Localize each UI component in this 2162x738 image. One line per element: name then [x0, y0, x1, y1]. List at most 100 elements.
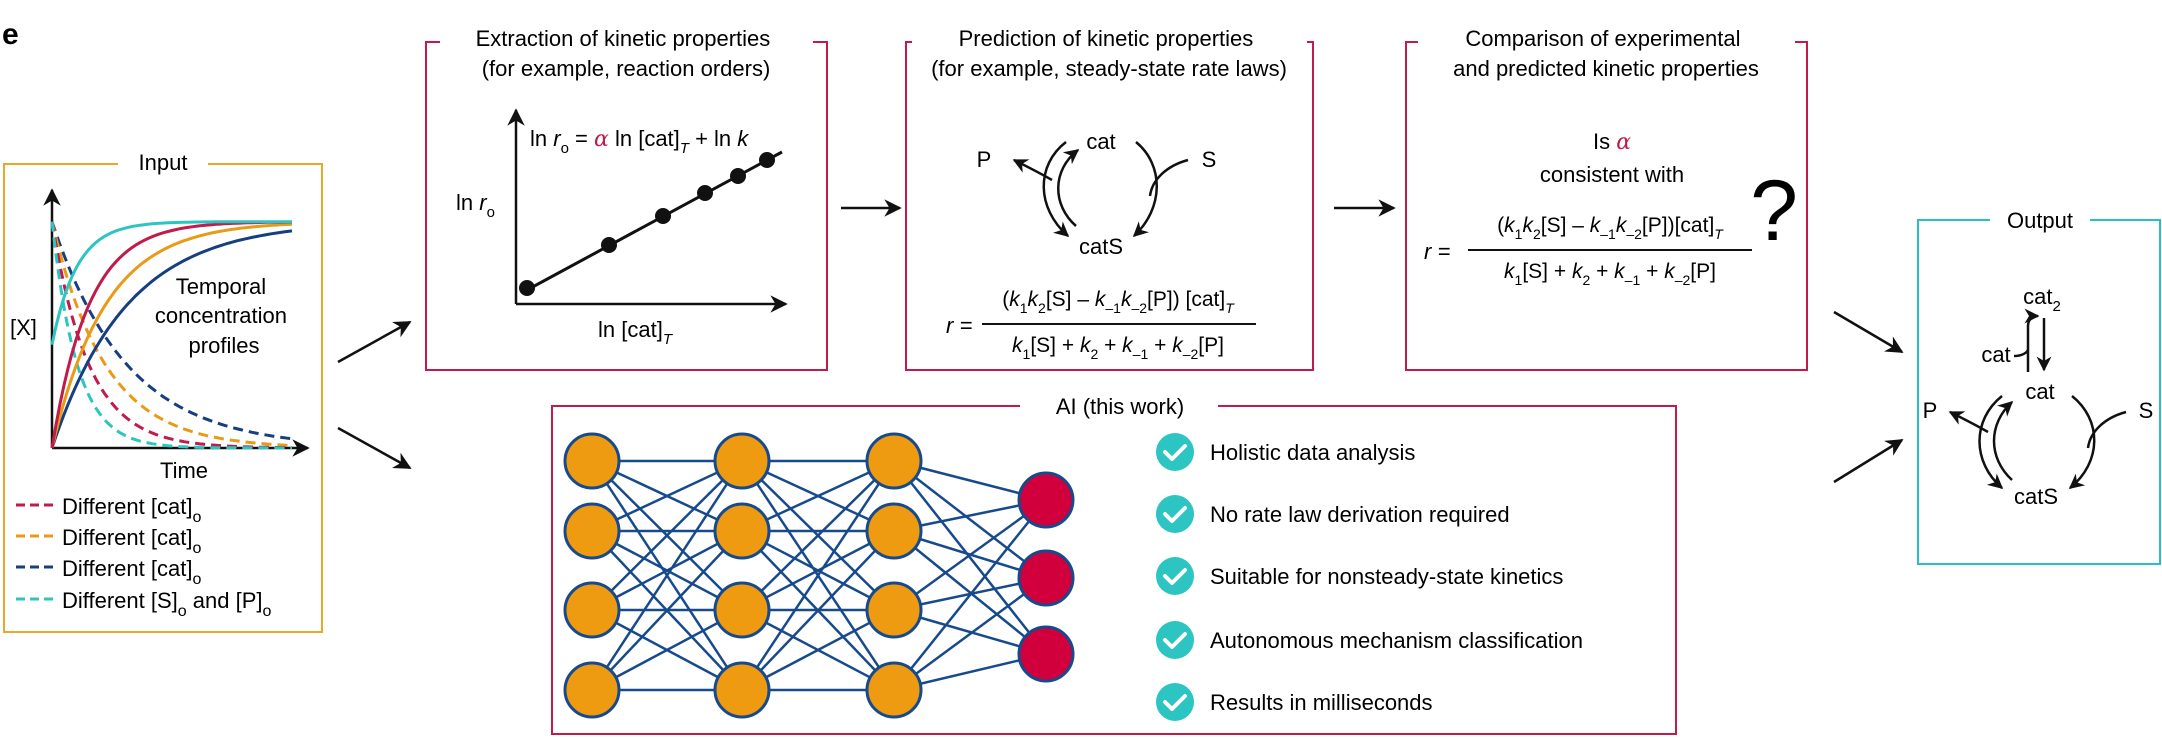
prediction-numerator: (k1​k2​[S] – k–1​k–2​[P]) [cat]T​	[1002, 288, 1235, 316]
nn-node-1-2	[563, 502, 621, 560]
check-icon	[1156, 433, 1194, 471]
ai-feature-item: Suitable for nonsteady-state kinetics	[1210, 564, 1563, 589]
arrow-input-to-ai	[337, 426, 412, 470]
cycle-right-label: S	[1202, 147, 1217, 172]
ai-feature-list: Holistic data analysis No rate law deriva…	[1156, 433, 1583, 721]
prediction-rate-r: r =	[946, 313, 972, 338]
extraction-point-1	[519, 280, 535, 296]
nn-edge	[893, 460, 1047, 579]
output-cat2-label: cat2	[2023, 284, 2061, 315]
comparison-panel: Comparison of experimental and predicted…	[1405, 20, 1808, 371]
cycle-arrow-right	[1132, 141, 1158, 238]
nn-edge	[893, 499, 1047, 691]
ai-feature-item: Holistic data analysis	[1210, 440, 1415, 465]
cycle-bottom-label: catS	[1079, 234, 1123, 259]
arrow-ai-to-output	[1833, 438, 1904, 484]
output-cycle-arrow-left-up	[1992, 400, 2014, 481]
output-cycle-bind-s	[2086, 410, 2127, 449]
curve-cyan-decay	[50, 221, 292, 450]
legend-item-3: Different [cat]o	[62, 556, 201, 588]
nn-node-1-3	[563, 581, 621, 639]
check-icon	[1156, 621, 1194, 659]
cycle-arrow-bind-s	[1148, 158, 1189, 197]
cycle-arrow-release-p	[1012, 158, 1053, 182]
output-left-label: P	[1923, 398, 1938, 423]
nn-node-3-4	[865, 661, 923, 719]
check-icon	[1156, 557, 1194, 595]
comparison-denominator: k1​[S] + k2​ + k–1​ + k–2​[P]	[1504, 260, 1716, 288]
input-panel: Input [X] Time Temporal concentration pr…	[3, 148, 323, 633]
nn-node-3-2	[865, 502, 923, 560]
output-cat-top-label: cat	[2025, 379, 2054, 404]
input-annotation-line-2: concentration	[155, 303, 287, 328]
input-annotation-line-1: Temporal	[176, 274, 266, 299]
ai-feature-item: Autonomous mechanism classification	[1210, 628, 1583, 653]
panel-label: e	[2, 18, 19, 51]
nn-edge	[893, 576, 1047, 692]
curve-orange-decay	[50, 221, 293, 447]
input-annotation-line-3: profiles	[189, 333, 260, 358]
cycle-top-label: cat	[1086, 129, 1115, 154]
nn-node-1-1	[563, 432, 621, 490]
cycle-arrow-left-up	[1057, 149, 1080, 227]
ai-title: AI (this work)	[1056, 394, 1184, 419]
nn-edge	[893, 530, 1047, 655]
neural-network	[563, 432, 1075, 719]
ai-feature-item: No rate law derivation required	[1210, 502, 1510, 527]
extraction-panel: Extraction of kinetic properties (for ex…	[425, 20, 828, 371]
check-icon	[1156, 495, 1194, 533]
input-x-label: Time	[160, 458, 208, 483]
nn-edge	[591, 530, 743, 691]
comparison-rate-r: r =	[1424, 239, 1450, 264]
comparison-frame	[1405, 41, 1808, 371]
nn-edges	[590, 459, 1047, 692]
nn-edge	[740, 460, 896, 691]
input-annotation: Temporal concentration profiles	[155, 274, 293, 358]
nn-node-2-2	[713, 502, 771, 560]
legend-item-2: Different [cat]o	[62, 525, 201, 557]
output-cat-left-label: cat	[1981, 342, 2010, 367]
curve-cyan-rise	[50, 220, 292, 346]
output-panel: Output cat2 cat cat catS P S	[1917, 204, 2161, 565]
output-arrow-cat-join	[2013, 349, 2030, 358]
output-title: Output	[2007, 208, 2073, 233]
prediction-title: Prediction of kinetic properties (for ex…	[931, 26, 1287, 81]
output-cycle-arrow-right	[2068, 395, 2096, 489]
output-right-label: S	[2139, 398, 2154, 423]
nn-edge	[741, 530, 895, 691]
input-curves	[50, 220, 293, 450]
output-cat-bottom-label: catS	[2014, 484, 2058, 509]
cycle-arrow-left-down	[1042, 141, 1070, 237]
comparison-question-line-2: consistent with	[1540, 162, 1684, 187]
output-arrow-dimerize	[2024, 308, 2040, 372]
ai-panel: AI (this work) Holistic data analysis No …	[551, 390, 1677, 735]
extraction-point-5	[730, 168, 746, 184]
prediction-panel: Prediction of kinetic properties (for ex…	[905, 20, 1314, 371]
nn-edge	[591, 460, 743, 611]
ai-feature-item: Results in milliseconds	[1210, 690, 1433, 715]
comparison-numerator: (k1​k2​[S] – k–1​k–2​[P])[cat]T​	[1497, 214, 1724, 242]
nn-output-node-4-1	[1017, 471, 1075, 529]
extraction-point-6	[759, 152, 775, 168]
extraction-point-3	[655, 208, 671, 224]
extraction-y-label: ln ro	[456, 190, 495, 221]
arrow-input-to-extraction	[337, 320, 412, 364]
nn-edge	[741, 529, 895, 612]
cycle-left-label: P	[977, 147, 992, 172]
extraction-title: Extraction of kinetic properties (for ex…	[476, 26, 777, 81]
output-cycle-release-p	[1948, 410, 1989, 434]
input-legend: Different [cat]o Different [cat]o Differ…	[16, 494, 272, 620]
input-y-label: [X]	[10, 315, 37, 340]
prediction-rate-law: r = (k1​k2​[S] – k–1​k–2​[P]) [cat]T​ k1…	[946, 288, 1256, 362]
nn-edge	[893, 460, 1047, 655]
arrow-comparison-to-output	[1833, 310, 1904, 354]
curve-blue-decay	[50, 221, 293, 441]
legend-item-4: Different [S]o and [P]o	[62, 588, 272, 620]
output-cycle-arrow-left-down	[1978, 395, 2004, 489]
prediction-cycle: cat catS P S	[977, 129, 1217, 259]
nn-edge	[741, 460, 895, 611]
question-mark-icon: ?	[1750, 163, 1798, 259]
nn-node-2-1	[713, 432, 771, 490]
extraction-x-label: ln [cat]T	[598, 317, 674, 348]
